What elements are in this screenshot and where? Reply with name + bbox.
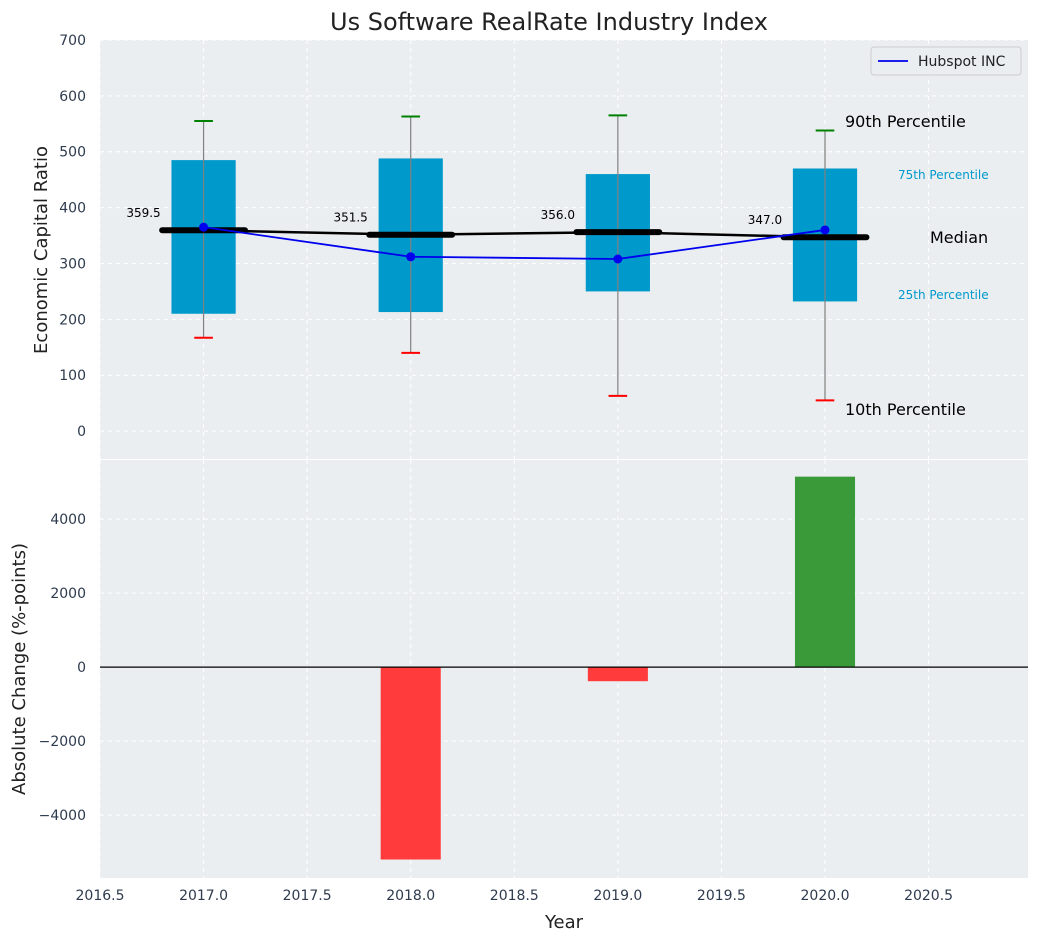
- y-tick-label: 4000: [50, 512, 86, 528]
- y-tick-label: 200: [59, 312, 86, 328]
- change-bar-panel: −4000 −2000 0 2000 4000 2016.5 2017.0 2017.5 201…: [9, 460, 1028, 933]
- x-axis-label: Year: [544, 912, 584, 933]
- median-value-label: 359.5: [126, 206, 160, 220]
- y-tick-label: 300: [59, 256, 86, 272]
- top-y-axis-label: Economic Capital Ratio: [31, 146, 52, 354]
- bottom-y-axis-label: Absolute Change (%-points): [9, 543, 30, 795]
- median-value-label: 356.0: [541, 208, 575, 222]
- x-tick-label: 2017.5: [283, 888, 332, 904]
- y-tick-label: 500: [59, 145, 86, 161]
- top-plot-background: [100, 40, 1028, 459]
- x-tick-label: 2019.5: [697, 888, 746, 904]
- x-tick-label: 2019.0: [593, 888, 642, 904]
- median-value-label: 347.0: [748, 213, 782, 227]
- bottom-plot-background: [100, 460, 1028, 878]
- median-value-label: 351.5: [333, 211, 367, 225]
- chart-title: Us Software RealRate Industry Index: [330, 8, 768, 36]
- y-tick-label: 600: [59, 89, 86, 105]
- y-tick-label: 0: [77, 424, 86, 440]
- legend-box: [870, 46, 1022, 76]
- x-tick-label: 2016.5: [76, 888, 125, 904]
- y-tick-label: −4000: [39, 808, 86, 824]
- annotation-75th: 75th Percentile: [898, 168, 989, 182]
- change-bar-negative: [380, 667, 441, 860]
- hubspot-point: [406, 252, 416, 262]
- annotation-10th: 10th Percentile: [845, 400, 966, 419]
- x-tick-label: 2017.0: [179, 888, 228, 904]
- hubspot-point: [820, 225, 830, 235]
- box-plot-panel: 0 100 200 300 400 500 600 700 359.5 351.5 356.0 347…: [31, 33, 1028, 459]
- hubspot-point: [199, 222, 209, 232]
- x-tick-label: 2018.0: [386, 888, 435, 904]
- annotation-median: Median: [930, 228, 988, 247]
- x-tick-label: 2020.0: [801, 888, 850, 904]
- legend-label-hubspot: Hubspot INC: [918, 54, 1006, 70]
- hubspot-point: [613, 254, 623, 264]
- change-bar-negative: [587, 667, 648, 682]
- x-tick-label: 2018.5: [490, 888, 539, 904]
- y-tick-label: 0: [77, 660, 86, 676]
- y-tick-label: 2000: [50, 586, 86, 602]
- change-bar-positive: [794, 476, 856, 668]
- x-tick-label: 2020.5: [904, 888, 953, 904]
- annotation-25th: 25th Percentile: [898, 288, 989, 302]
- median-trend-line: [203, 228, 826, 239]
- hubspot-line: [203, 226, 826, 260]
- annotation-90th: 90th Percentile: [845, 112, 966, 131]
- y-tick-label: 400: [59, 201, 86, 217]
- y-tick-label: 700: [59, 33, 86, 49]
- y-tick-label: −2000: [39, 734, 86, 750]
- y-tick-label: 100: [59, 368, 86, 384]
